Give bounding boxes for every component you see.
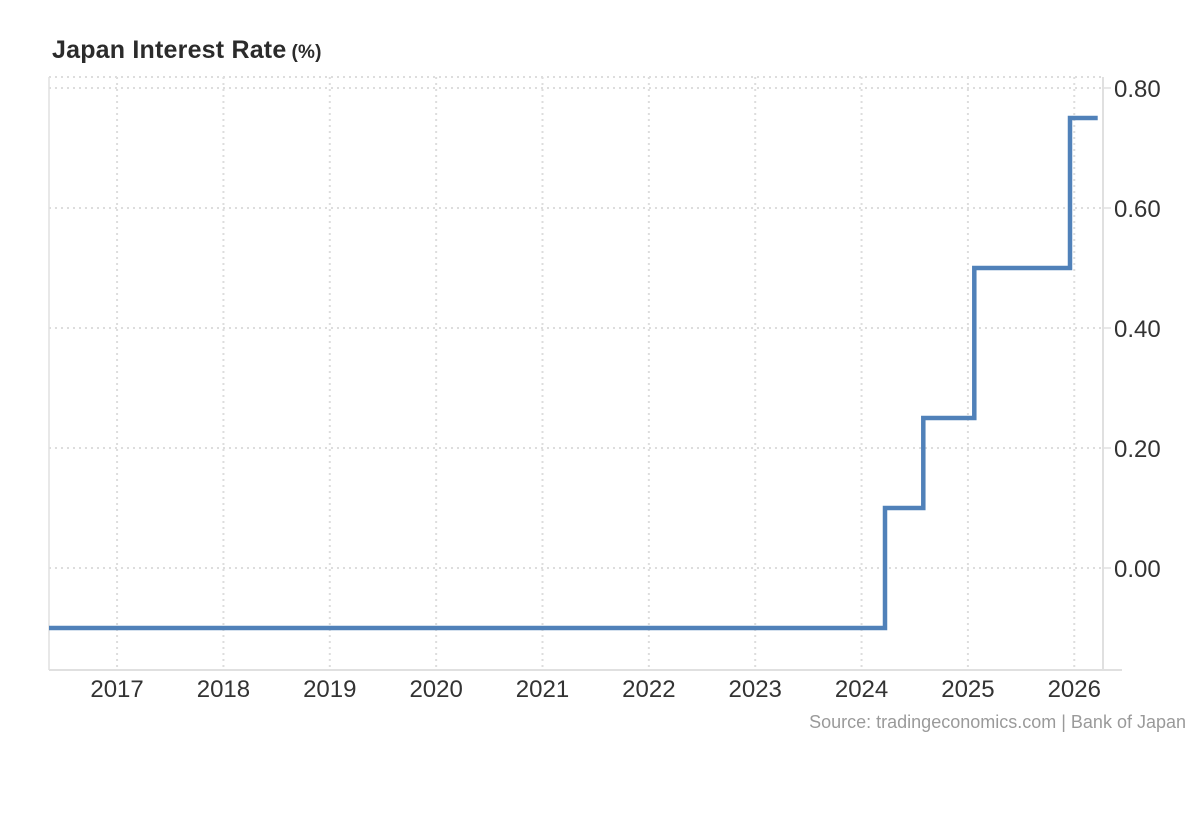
- rate-step-line[interactable]: [49, 115, 1098, 631]
- source-attribution: Source: tradingeconomics.com | Bank of J…: [809, 712, 1186, 732]
- y-axis-label-0.60: 0.60: [1114, 196, 1161, 223]
- x-axis-label-2021: 2021: [516, 676, 569, 703]
- y-axis-label-0.20: 0.20: [1114, 436, 1161, 463]
- y-axis-label-0.00: 0.00: [1114, 556, 1161, 583]
- x-axis-label-2025: 2025: [941, 676, 994, 703]
- x-axis-label-2020: 2020: [409, 676, 462, 703]
- x-axis-label-2018: 2018: [197, 676, 250, 703]
- chart-title-unit: (%): [291, 42, 322, 63]
- chart-title-text: Japan Interest Rate: [52, 36, 287, 64]
- x-axis-label-2026: 2026: [1048, 676, 1101, 703]
- x-axis-label-2017: 2017: [90, 676, 143, 703]
- x-axis-label-2022: 2022: [622, 676, 675, 703]
- chart-title: Japan Interest Rate (%): [52, 36, 322, 65]
- x-axis-label-2023: 2023: [729, 676, 782, 703]
- x-axis-label-2019: 2019: [303, 676, 356, 703]
- y-axis-label-0.80: 0.80: [1114, 76, 1161, 103]
- x-axis-label-2024: 2024: [835, 676, 888, 703]
- y-axis-label-0.40: 0.40: [1114, 316, 1161, 343]
